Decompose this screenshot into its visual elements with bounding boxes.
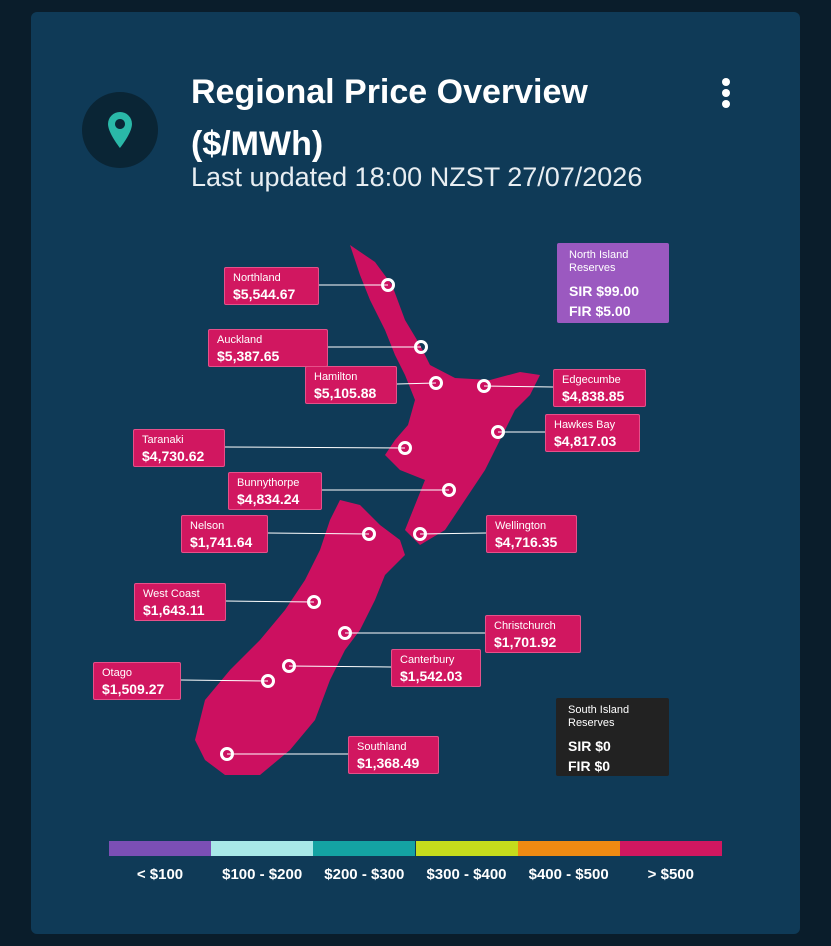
region-label: Southland $1,368.49 [348, 736, 439, 774]
region-marker [477, 379, 491, 393]
region-name: Hamilton [314, 371, 358, 383]
region-name: West Coast [143, 588, 200, 600]
region-marker [307, 595, 321, 609]
leader-line [267, 532, 370, 535]
region-price: $4,716.35 [495, 534, 558, 550]
legend-label: < $100 [136, 866, 184, 883]
region-price: $1,741.64 [190, 534, 253, 550]
region-name: Otago [102, 667, 132, 679]
region-name: Christchurch [494, 620, 556, 632]
region-label: West Coast $1,643.11 [134, 583, 226, 621]
region-price: $4,817.03 [554, 433, 617, 449]
region-label: Hamilton $5,105.88 [305, 366, 397, 404]
region-price: $1,643.11 [143, 602, 205, 618]
region-price: $4,730.62 [142, 448, 205, 464]
menu-button[interactable] [722, 78, 730, 108]
legend-swatch [211, 841, 314, 856]
title: Regional Price Overview ($/MWh) [191, 73, 588, 163]
reserves-title: North Island Reserves [569, 249, 629, 274]
leader-line [419, 532, 487, 535]
region-label: Hawkes Bay $4,817.03 [545, 414, 640, 452]
region-label: Auckland $5,387.65 [208, 329, 328, 367]
region-name: Nelson [190, 520, 225, 532]
region-price: $5,105.88 [314, 385, 377, 401]
leader-line [225, 600, 315, 603]
region-marker [362, 527, 376, 541]
reserves-title: South Island Reserves [568, 704, 630, 729]
legend-swatch [619, 841, 722, 856]
region-marker [429, 376, 443, 390]
region-label: Northland $5,544.67 [224, 267, 319, 305]
region-marker [381, 278, 395, 292]
reserves-sir: SIR $99.00 [569, 283, 640, 299]
leader-line [224, 446, 406, 449]
legend-swatch [415, 841, 518, 856]
reserves-fir: FIR $0 [568, 758, 611, 774]
region-name: Auckland [217, 334, 263, 346]
legend-label: > $500 [647, 866, 694, 883]
region-price: $1,509.27 [102, 681, 165, 697]
region-marker [282, 659, 296, 673]
leader-line [180, 679, 269, 682]
legend-swatch [109, 841, 212, 856]
region-label: Nelson $1,741.64 [181, 515, 268, 553]
region-label: Wellington $4,716.35 [486, 515, 577, 553]
region-label: Edgecumbe $4,838.85 [553, 369, 646, 407]
location-pin [108, 112, 132, 148]
region-price: $1,701.92 [494, 634, 557, 650]
region-price: $5,387.65 [217, 348, 280, 364]
region-name: Northland [233, 272, 281, 284]
region-name: Taranaki [142, 434, 184, 446]
region-name: Bunnythorpe [237, 477, 300, 489]
region-marker [220, 747, 234, 761]
region-price: $1,542.03 [400, 668, 463, 684]
north-island [350, 245, 540, 545]
region-price: $4,834.24 [237, 491, 300, 507]
legend-label: $300 - $400 [426, 866, 507, 883]
region-marker [414, 340, 428, 354]
subtitle: Last updated 18:00 NZST 27/07/2026 [191, 162, 643, 192]
region-marker [398, 441, 412, 455]
region-label: Otago $1,509.27 [93, 662, 181, 700]
leader-line [483, 385, 554, 388]
legend-swatch [313, 841, 416, 856]
region-marker [491, 425, 505, 439]
reserves-sir: SIR $0 [568, 738, 611, 754]
reserves-box: South Island Reserves SIR $0 FIR $0 [556, 698, 669, 776]
reserves-fir: FIR $5.00 [569, 303, 631, 319]
region-name: Edgecumbe [562, 374, 621, 386]
legend-swatch [517, 841, 620, 856]
region-price: $5,544.67 [233, 286, 296, 302]
south-island [195, 500, 405, 775]
region-marker [261, 674, 275, 688]
region-name: Hawkes Bay [554, 419, 616, 431]
region-label: Christchurch $1,701.92 [485, 615, 581, 653]
legend-label: $200 - $300 [324, 866, 405, 883]
region-label: Bunnythorpe $4,834.24 [228, 472, 322, 510]
leader-line [288, 665, 392, 668]
region-label: Canterbury $1,542.03 [391, 649, 481, 687]
reserves-box: North Island Reserves SIR $99.00 FIR $5.00 [557, 243, 669, 323]
region-name: Wellington [495, 520, 547, 532]
legend-label: $100 - $200 [222, 866, 303, 883]
legend-label: $400 - $500 [528, 866, 609, 883]
region-marker [442, 483, 456, 497]
region-label: Taranaki $4,730.62 [133, 429, 225, 467]
region-marker [413, 527, 427, 541]
region-marker [338, 626, 352, 640]
region-price: $1,368.49 [357, 755, 420, 771]
region-name: Canterbury [400, 654, 455, 666]
region-name: Southland [357, 741, 407, 753]
region-price: $4,838.85 [562, 388, 625, 404]
